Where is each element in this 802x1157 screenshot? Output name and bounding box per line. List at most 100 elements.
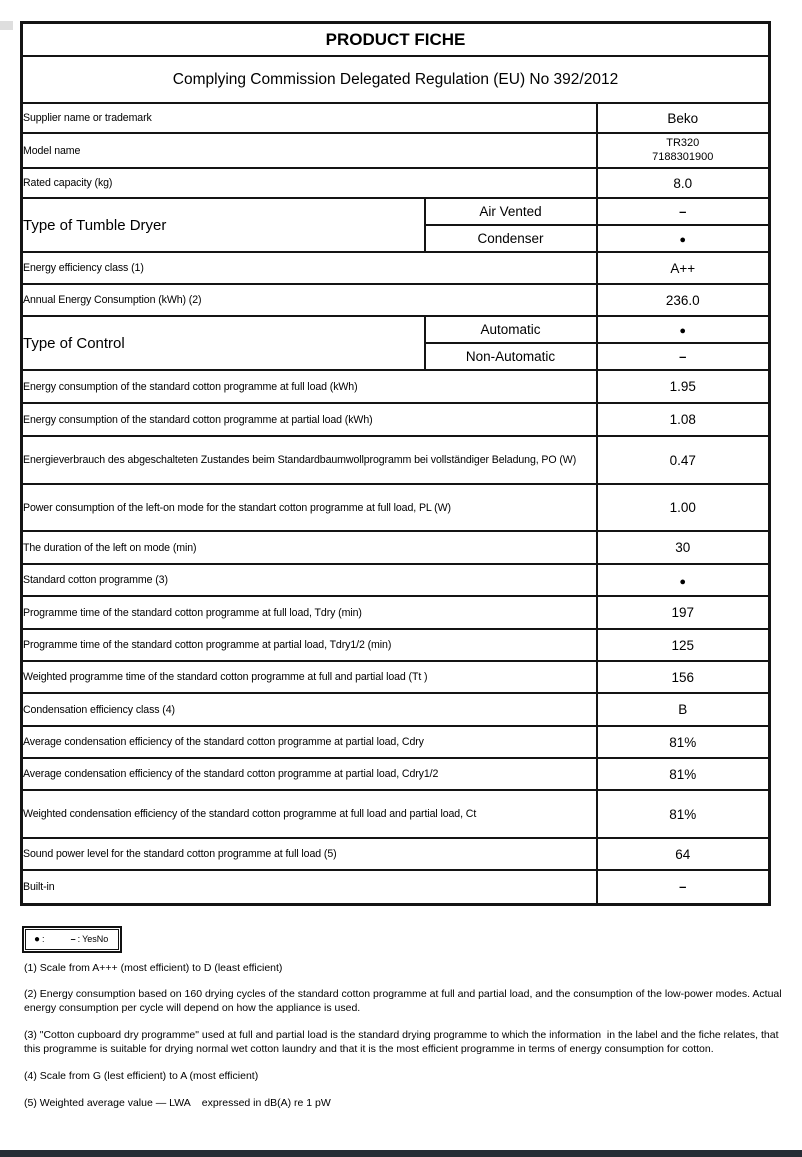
row-label: Energy consumption of the standard cotto… (20, 402, 598, 437)
sub-row-label: Air Vented (423, 197, 598, 226)
row-value: 81% (595, 789, 771, 839)
subtitle-row: Complying Commission Delegated Regulatio… (20, 55, 771, 104)
row-label: Standard cotton programme (3) (20, 563, 598, 597)
row-value-text: 8.0 (673, 175, 693, 191)
table-row: Energy consumption of the standard cotto… (20, 369, 771, 404)
table-row: Sound power level for the standard cotto… (20, 837, 771, 871)
row-label: Model name (20, 132, 598, 169)
footnote-5: (5) Weighted average value — LWA express… (24, 1096, 331, 1109)
row-value: 8.0 (595, 167, 771, 199)
row-label: Energieverbrauch des abgeschalteten Zust… (20, 435, 598, 485)
table-row: Rated capacity (kg) 8.0 (20, 167, 771, 199)
legend-label: YesNo (82, 934, 109, 944)
row-label: Energy efficiency class (1) (20, 251, 598, 285)
footnote-1: (1) Scale from A+++ (most efficient) to … (24, 961, 283, 974)
row-value-text: 1.95 (669, 379, 696, 394)
regulation-subtitle: Complying Commission Delegated Regulatio… (20, 55, 771, 104)
row-value: TR320 7188301900 (595, 132, 771, 169)
table-row: Average condensation efficiency of the s… (20, 725, 771, 759)
table-row: Energy efficiency class (1) A++ (20, 251, 771, 285)
yes-dot-icon: ● (679, 575, 687, 588)
row-value: 1.08 (595, 402, 771, 437)
table-row: Supplier name or trademark Beko (20, 102, 771, 134)
table-row: Programme time of the standard cotton pr… (20, 595, 771, 630)
table-row: Condensation efficiency class (4) B (20, 692, 771, 727)
no-dash-icon: – (70, 934, 76, 944)
row-value: Beko (595, 102, 771, 134)
row-value: – (595, 197, 771, 226)
row-label: Built-in (20, 869, 598, 905)
row-value-text: 236.0 (665, 292, 700, 308)
no-dash-icon: – (679, 349, 687, 364)
row-label: Average condensation efficiency of the s… (20, 725, 598, 759)
fiche-table-body: Supplier name or trademark Beko Model name… (20, 102, 771, 905)
table-row: Condenser ● (22, 224, 771, 253)
row-value: 197 (595, 595, 771, 630)
row-value: ● (595, 563, 771, 597)
sub-row-label: Condenser (423, 224, 598, 253)
row-value-text: 30 (675, 540, 691, 555)
yes-dot-icon: ● (34, 933, 41, 945)
row-value-text: 0.47 (669, 452, 696, 468)
row-value-text: 156 (671, 669, 695, 685)
table-row: The duration of the left on mode (min) 30 (20, 530, 771, 565)
row-value-text: 81% (669, 806, 697, 822)
row-label: Programme time of the standard cotton pr… (20, 628, 598, 662)
table-row: Type of Tumble Dryer Air Vented – (20, 197, 771, 253)
footnote-3: (3) "Cotton cupboard dry programme" used… (24, 1029, 782, 1055)
table-row: Standard cotton programme (3) ● (20, 563, 771, 597)
row-value: – (595, 869, 771, 905)
row-label: Energy consumption of the standard cotto… (20, 369, 598, 404)
row-value: 156 (595, 660, 771, 694)
row-value: ● (595, 315, 771, 344)
legend-separator: : (42, 934, 45, 944)
row-value: 81% (595, 725, 771, 759)
footnotes: (1) Scale from A+++ (most efficient) to … (24, 962, 788, 1111)
table-row: Programme time of the standard cotton pr… (20, 628, 771, 662)
footnote-4: (4) Scale from G (lest efficient) to A (… (24, 1069, 259, 1082)
yes-dot-icon: ● (679, 234, 687, 246)
table-row: Weighted condensation efficiency of the … (20, 789, 771, 839)
row-value: 125 (595, 628, 771, 662)
row-value: 81% (595, 757, 771, 791)
row-label: Programme time of the standard cotton pr… (20, 595, 598, 630)
row-value-text: 1.00 (669, 500, 696, 515)
no-dash-icon: – (679, 879, 687, 895)
table-row: Built-in – (20, 869, 771, 905)
row-value: 30 (595, 530, 771, 565)
row-value-text: 197 (671, 605, 695, 620)
row-label: Condensation efficiency class (4) (20, 692, 598, 727)
table-row: Energieverbrauch des abgeschalteten Zust… (20, 435, 771, 485)
sub-row-label: Non-Automatic (423, 342, 598, 371)
row-label: Supplier name or trademark (20, 102, 598, 134)
row-label: Annual Energy Consumption (kWh) (2) (20, 283, 598, 317)
table-row: Type of Control Automatic ● (20, 315, 771, 371)
row-label: Average condensation efficiency of the s… (20, 757, 598, 791)
row-value-text: 1.08 (669, 412, 696, 427)
footnote-2: (2) Energy consumption based on 160 dryi… (24, 988, 785, 1015)
row-value: ● (595, 224, 771, 253)
table-row: Annual Energy Consumption (kWh) (2) 236.0 (20, 283, 771, 317)
row-label: Weighted condensation efficiency of the … (20, 789, 598, 839)
table-row: Energy consumption of the standard cotto… (20, 402, 771, 437)
row-value-text: 64 (675, 846, 691, 862)
row-value-text: 81% (669, 734, 697, 750)
scan-corner-artifact (0, 21, 13, 30)
table-row: Power consumption of the left-on mode fo… (20, 483, 771, 532)
table-row: Non-Automatic – (22, 342, 771, 371)
no-dash-icon: – (679, 204, 687, 219)
product-fiche-table: PRODUCT FICHE Complying Commission Deleg… (20, 21, 771, 906)
page-title: PRODUCT FICHE (20, 21, 771, 57)
legend-separator: : (77, 934, 81, 944)
row-value: B (595, 692, 771, 727)
row-value-text: B (678, 702, 688, 717)
row-value: A++ (595, 251, 771, 285)
table-row: Average condensation efficiency of the s… (20, 757, 771, 791)
table-row: Model name TR320 7188301900 (20, 132, 771, 169)
row-label: Power consumption of the left-on mode fo… (20, 483, 598, 532)
row-value-text: 125 (671, 637, 695, 653)
row-label: Weighted programme time of the standard … (20, 660, 598, 694)
yes-dot-icon: ● (679, 325, 687, 337)
table-row: Weighted programme time of the standard … (20, 660, 771, 694)
row-value: 1.00 (595, 483, 771, 532)
